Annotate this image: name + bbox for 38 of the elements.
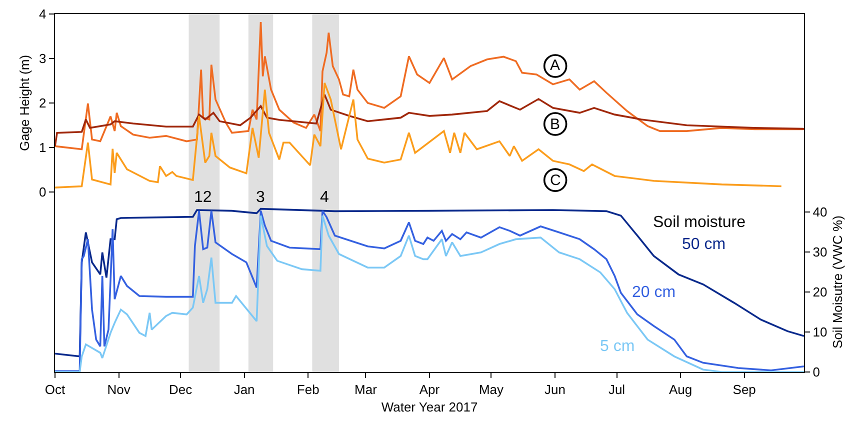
y-tick-label: 1 <box>39 140 46 156</box>
y-tick-label: 40 <box>812 204 828 220</box>
line-series <box>55 21 804 150</box>
x-tick-label: Oct <box>44 382 66 397</box>
x-tick-label: May <box>478 382 504 397</box>
x-tick-label: Aug <box>668 382 692 397</box>
series-label: 50 cm <box>682 236 726 253</box>
y-tick-label: 4 <box>39 6 46 22</box>
x-tick-label: Jun <box>544 382 566 397</box>
line-series <box>55 94 804 148</box>
y-tick-label: 2 <box>39 96 46 111</box>
y-tick-label: 20 <box>812 284 828 300</box>
x-tick-label: Mar <box>354 382 378 397</box>
line-series <box>55 82 782 188</box>
y-tick-label: 0 <box>812 364 820 380</box>
series-label: 5 cm <box>600 338 635 355</box>
x-tick-label: Jan <box>234 382 255 397</box>
series-label: B <box>550 116 560 133</box>
y-axis-title: Soil Moisutre (VWC %) <box>830 216 845 348</box>
series-label: 20 cm <box>632 284 676 301</box>
x-tick-label: Jul <box>608 382 626 397</box>
x-tick-label: Apr <box>419 382 440 397</box>
y-tick-label: 0 <box>39 184 46 200</box>
x-tick-label: Feb <box>296 382 320 397</box>
y-axis-title: Gage Height (m) <box>16 54 32 152</box>
y-tick-label: 10 <box>812 324 828 340</box>
band-label: 12 <box>194 189 212 206</box>
band-label: 3 <box>256 189 265 206</box>
series-label: A <box>550 57 560 74</box>
y-tick-label: 3 <box>39 51 46 66</box>
annotation: Soil moisture <box>653 214 746 231</box>
x-tick-label: Nov <box>107 382 131 397</box>
x-axis-title: Water Year 2017 <box>381 399 478 414</box>
x-tick-label: Sep <box>732 382 756 397</box>
series-label: C <box>550 172 561 189</box>
x-tick-label: Dec <box>168 382 193 397</box>
band-label: 4 <box>320 189 329 206</box>
y-tick-label: 30 <box>812 244 828 260</box>
